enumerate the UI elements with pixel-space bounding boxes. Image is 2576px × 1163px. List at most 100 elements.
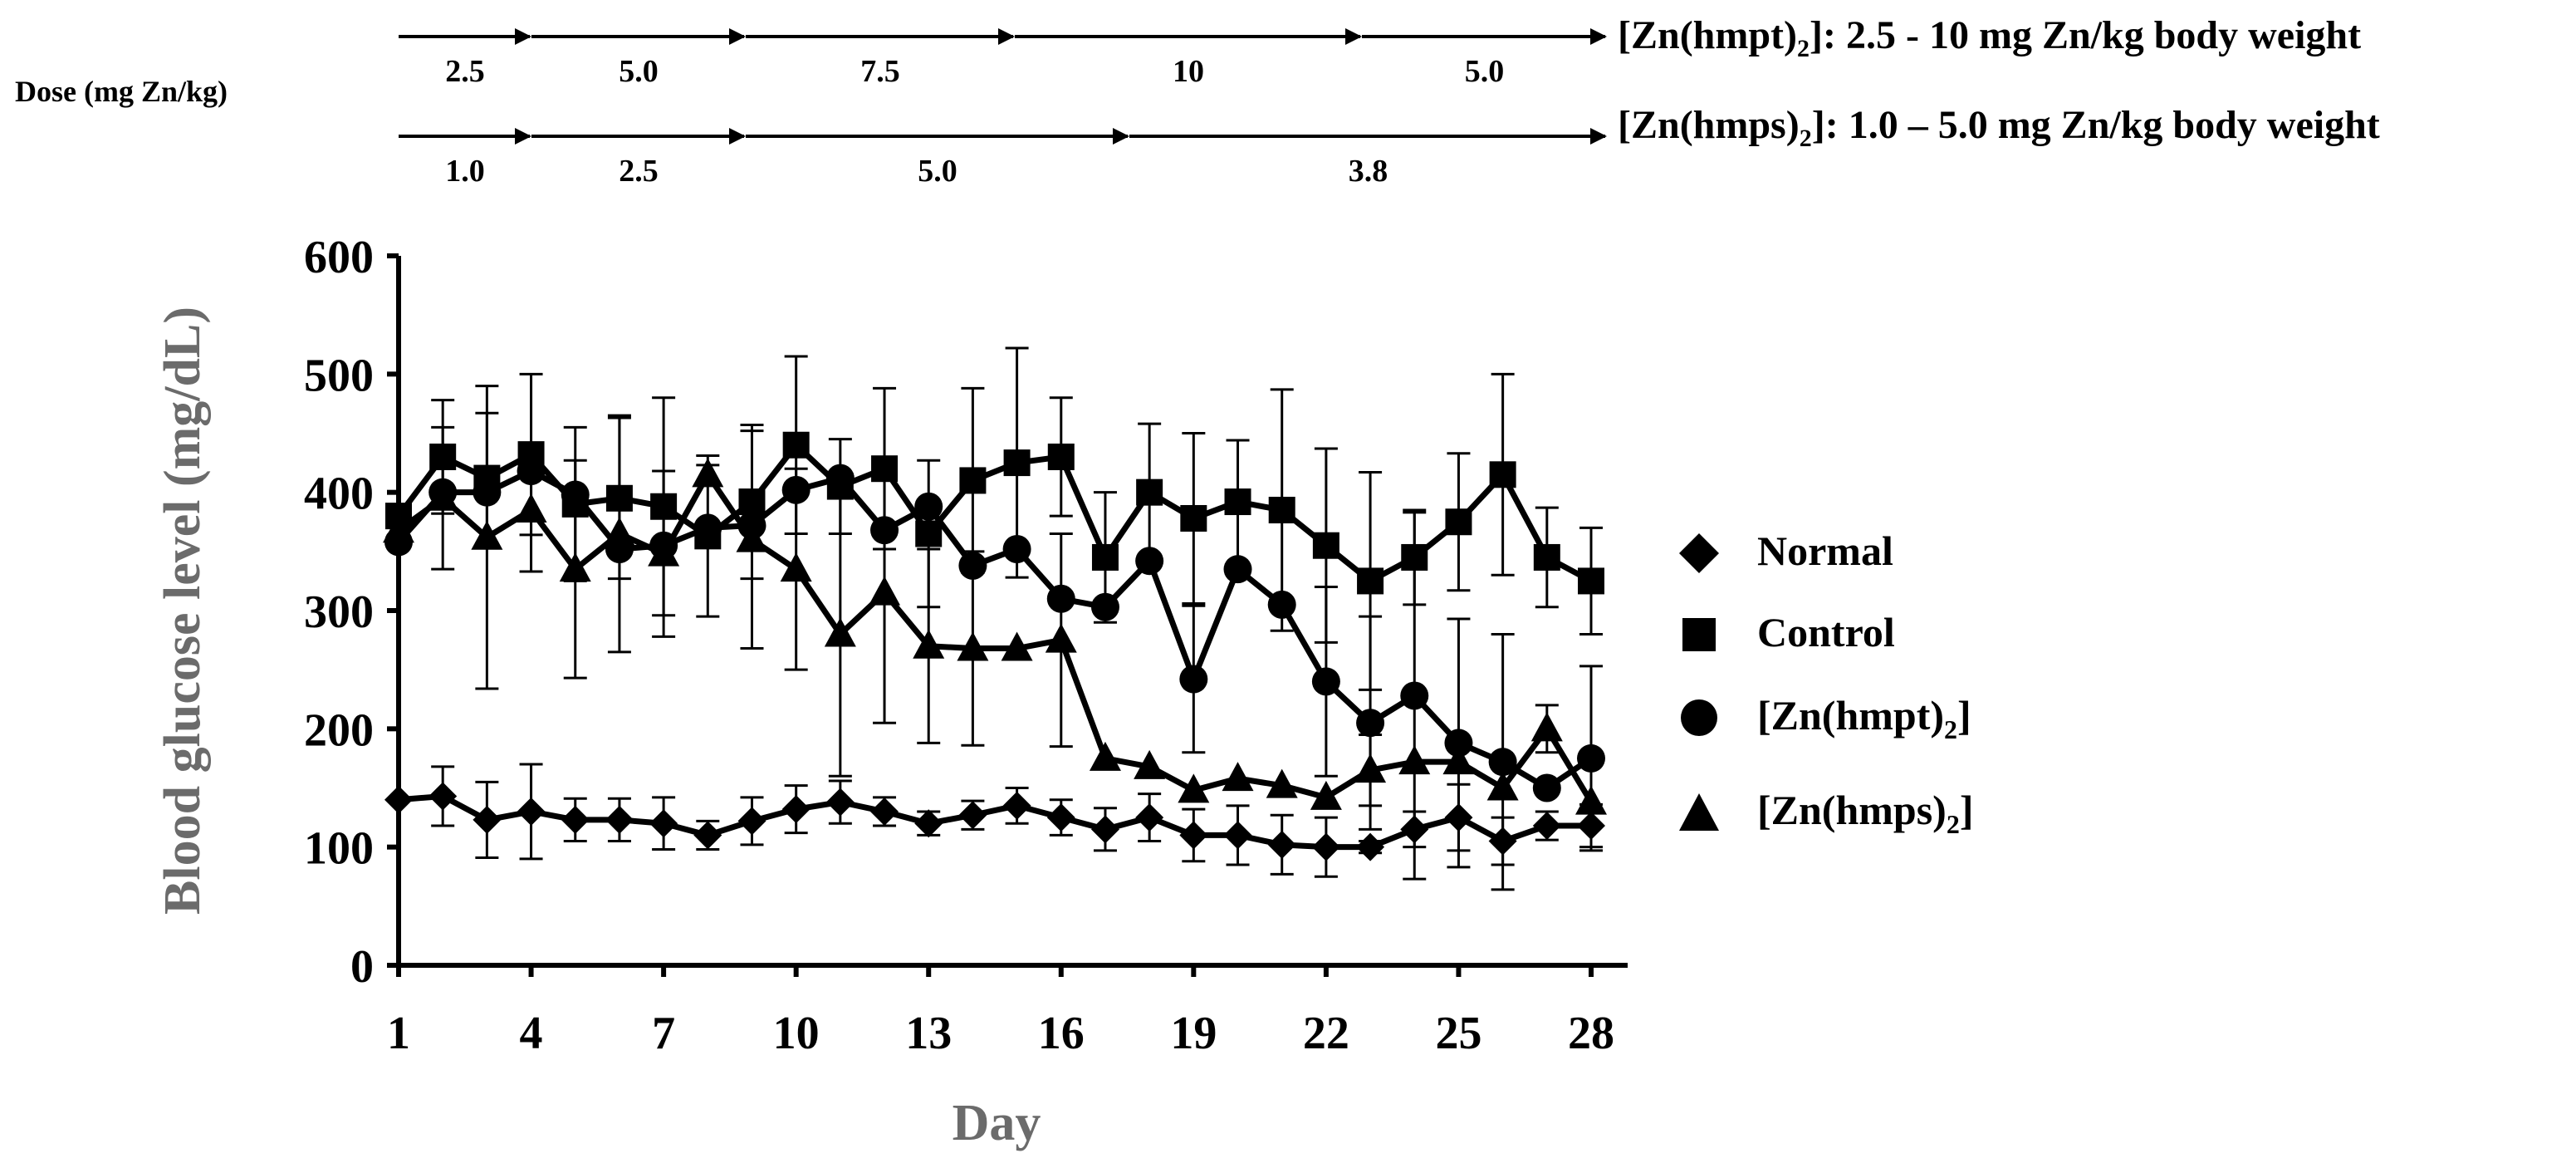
- y-axis-title: Blood glucose level (mg/dL): [154, 307, 211, 915]
- x-tick-label: 4: [520, 1008, 543, 1059]
- zn-hmps-point: [559, 552, 591, 582]
- zn-hmps-point: [603, 517, 635, 547]
- zn-hmpt-point: [1532, 773, 1561, 802]
- zn-hmpt-point: [870, 516, 899, 545]
- dose-value: 2.5: [445, 54, 485, 89]
- normal-point: [1577, 812, 1605, 841]
- y-ticks: 0 100 200 300 400 500 600: [304, 232, 399, 993]
- normal-point: [605, 805, 634, 834]
- control-point: [1091, 543, 1119, 571]
- control-point: [871, 455, 899, 483]
- zn-hmpt-point: [1311, 667, 1340, 696]
- triangle-icon: [1677, 791, 1721, 834]
- zn-hmps-point: [957, 631, 989, 661]
- legend-item-zn-hmps: [Zn(hmps)2]: [1677, 786, 1974, 839]
- zn-hmps-point: [1089, 741, 1121, 771]
- zn-hmpt-point: [1090, 592, 1119, 621]
- legend-label-control: Control: [1757, 608, 1895, 655]
- normal-point: [693, 821, 722, 850]
- x-tick-label: 28: [1568, 1008, 1614, 1059]
- zn-hmps-point: [1486, 771, 1519, 801]
- zn-hmps-point: [1575, 785, 1607, 815]
- normal-point: [649, 809, 678, 838]
- zn-hmpt-point: [1135, 547, 1164, 576]
- normal-point: [914, 809, 943, 838]
- zn-hmpt-point: [517, 457, 546, 486]
- control-point: [1578, 567, 1604, 595]
- dose-value: 3.8: [1349, 154, 1388, 189]
- zn-hmpt-point: [1400, 681, 1429, 710]
- zn-hmps-line: [396, 471, 1594, 804]
- control-point: [650, 493, 678, 520]
- zn-hmpt-point: [1046, 584, 1075, 613]
- x-tick-label: 13: [905, 1008, 952, 1059]
- zn-hmps-point: [1530, 712, 1563, 742]
- legend-item-control: Control: [1677, 608, 1895, 660]
- zn-hmps-point: [1266, 768, 1298, 798]
- zn-hmpt-point: [1223, 555, 1252, 584]
- x-tick-label: 25: [1435, 1008, 1481, 1059]
- dose-value: 5.0: [1465, 54, 1505, 89]
- zn-hmps-point: [1310, 780, 1342, 810]
- normal-point: [781, 795, 811, 824]
- zn-hmpt-point: [825, 464, 855, 493]
- control-point: [1180, 504, 1207, 532]
- dose-label: Dose (mg Zn/kg): [15, 75, 228, 108]
- zn-hmps-point: [383, 513, 414, 543]
- normal-point: [1179, 821, 1208, 850]
- square-icon: [1677, 613, 1721, 656]
- dose-value: 10: [1173, 54, 1204, 89]
- control-point: [1224, 488, 1251, 516]
- x-ticks: 1 4 7 10 13 16 19 22 25 28: [387, 965, 1614, 1059]
- normal-point: [1400, 815, 1429, 844]
- normal-line: [398, 793, 1591, 851]
- normal-point: [958, 801, 987, 830]
- zn-hmps-point: [1045, 623, 1077, 653]
- control-point: [915, 520, 943, 547]
- y-tick-label: 300: [304, 586, 374, 638]
- y-tick-label: 400: [304, 469, 374, 520]
- normal-point: [1267, 830, 1296, 859]
- normal-point: [429, 782, 458, 811]
- zn-hmps-point: [648, 537, 680, 567]
- zn-hmpt-point: [1577, 743, 1605, 773]
- zn-hmps-point: [913, 629, 945, 659]
- legend-label-zn-hmpt: [Zn(hmpt)2]: [1757, 691, 1971, 744]
- dose-schedule-hmpt: 2.5 5.0 7.5 10 5.0: [399, 28, 1607, 89]
- zn-hmps-point: [1442, 745, 1475, 775]
- control-point: [1533, 543, 1560, 571]
- zn-hmps-point: [780, 552, 812, 582]
- zn-hmps-point: [736, 523, 768, 552]
- series-lines: [396, 442, 1594, 851]
- zn-hmps-point: [1354, 753, 1387, 783]
- x-tick-label: 22: [1303, 1008, 1349, 1059]
- zn-hmpt-point: [473, 478, 502, 507]
- axes: [396, 256, 1628, 968]
- zn-hmps-point: [1134, 749, 1166, 779]
- dose-hmps-description: [Zn(hmps)2]: 1.0 – 5.0 mg Zn/kg body wei…: [1618, 103, 2380, 152]
- x-tick-label: 19: [1170, 1008, 1217, 1059]
- normal-point: [737, 807, 766, 836]
- zn-hmpt-point: [693, 513, 722, 542]
- zn-hmps-point: [1001, 631, 1033, 661]
- zn-hmps-point: [1178, 773, 1210, 803]
- normal-point: [1090, 815, 1119, 844]
- normal-point: [1135, 803, 1164, 832]
- normal-point: [1223, 821, 1252, 850]
- y-tick-label: 100: [304, 823, 374, 875]
- normal-point: [825, 788, 855, 817]
- control-point: [1489, 461, 1516, 488]
- zn-hmps-point: [869, 576, 901, 606]
- zn-hmps-point: [515, 493, 547, 523]
- zn-hmpt-point: [1267, 590, 1296, 619]
- dose-value: 2.5: [619, 154, 659, 189]
- control-point: [782, 431, 810, 459]
- zn-hmps-point: [1222, 762, 1254, 792]
- normal-point: [517, 797, 546, 826]
- control-point: [429, 443, 457, 470]
- x-axis-title: Day: [953, 1095, 1041, 1151]
- circle-icon: [1677, 696, 1721, 739]
- legend-label-zn-hmps: [Zn(hmps)2]: [1757, 786, 1974, 839]
- x-tick-label: 7: [652, 1008, 675, 1059]
- control-point: [959, 467, 987, 494]
